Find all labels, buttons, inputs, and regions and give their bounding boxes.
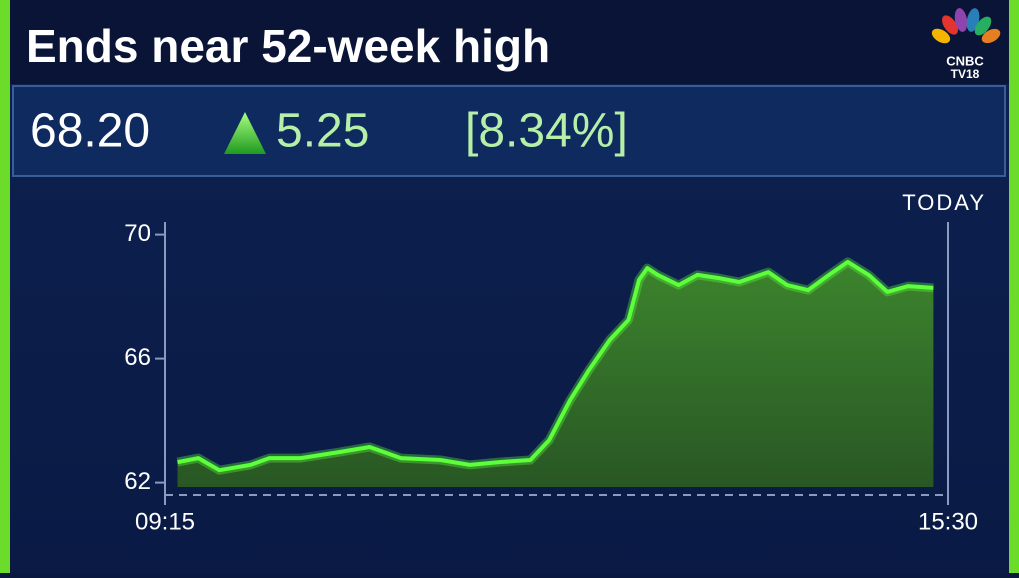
- right-border: [1009, 0, 1019, 573]
- title: Ends near 52-week high: [26, 20, 550, 72]
- left-border: [0, 0, 10, 573]
- price: 68.20: [30, 105, 150, 158]
- y-tick-label: 66: [124, 344, 151, 371]
- change-percent: [8.34%]: [465, 105, 628, 158]
- period-label: TODAY: [902, 190, 986, 215]
- logo: CNBC TV18: [931, 8, 1001, 81]
- up-arrow: [224, 112, 266, 154]
- logo-text: CNBC: [946, 53, 984, 68]
- peacock: [931, 8, 1001, 44]
- area: [177, 261, 934, 487]
- y-tick-label: 62: [124, 468, 151, 495]
- y-tick-label: 70: [124, 220, 151, 247]
- line: [177, 259, 934, 473]
- plot: 62 66 70 09:15 15:30: [124, 220, 978, 535]
- logo-text: TV18: [951, 67, 980, 81]
- x-tick-label: 15:30: [918, 508, 978, 535]
- title-band: [10, 0, 1009, 84]
- x-tick-label: 09:15: [135, 508, 195, 535]
- quote-box: [12, 85, 1006, 177]
- change: 5.25: [276, 105, 369, 158]
